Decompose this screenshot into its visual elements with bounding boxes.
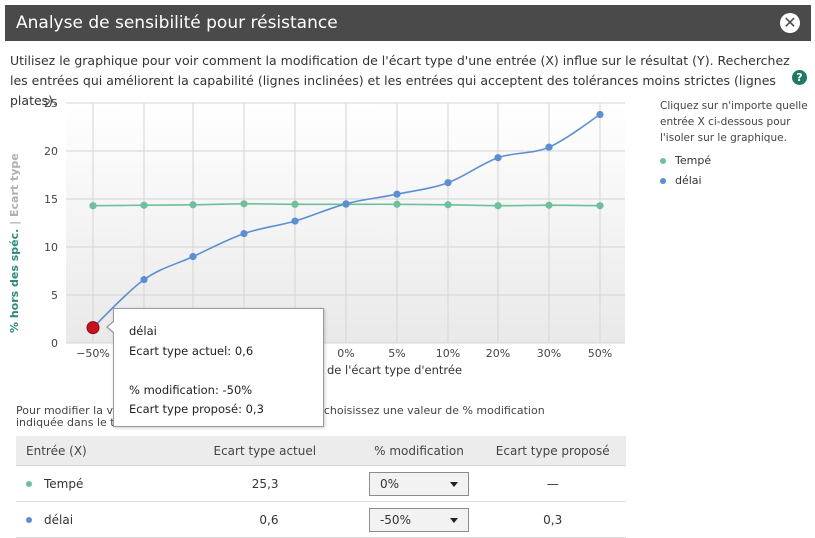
data-point-delai (291, 217, 299, 225)
y-tick-label: 5 (51, 289, 58, 302)
data-point-delai (444, 179, 452, 187)
y-tick-label: 0 (51, 337, 58, 350)
row-dot (26, 481, 32, 487)
proposed-sd-cell: — (479, 465, 626, 502)
x-tick-label: 30% (537, 347, 561, 360)
intro-text: Utilisez le graphique pour voir comment … (10, 53, 790, 108)
data-point-delai (393, 190, 401, 198)
x-tick-label: 5% (388, 347, 405, 360)
data-point-tempe (291, 200, 299, 208)
legend-item-delai[interactable]: délai (660, 174, 702, 187)
col-header-change: % modification (358, 436, 480, 466)
data-point-tempe (240, 200, 248, 208)
data-point-delai (596, 110, 604, 119)
help-icon[interactable]: ? (792, 70, 807, 85)
change-cell: -50% (358, 501, 480, 538)
legend-item-tempe[interactable]: Tempé (660, 154, 711, 167)
table-row[interactable]: Tempé 25,3 0% — (16, 465, 626, 502)
y-tick-label: 20 (44, 145, 58, 158)
change-dropdown-value: 0% (379, 476, 400, 491)
legend-dot (660, 178, 666, 184)
instructions-part1: Pour modifier la va (16, 404, 120, 417)
data-point-tempe (494, 202, 502, 210)
y-axis-label-primary: % hors des spéc. (8, 229, 21, 333)
legend-dot (660, 158, 666, 164)
row-dot (26, 517, 32, 523)
data-point-tempe (89, 202, 97, 210)
proposed-sd-cell: 0,3 (479, 501, 626, 538)
window-title: Analyse de sensibilité pour résistance (16, 13, 338, 33)
input-name: Tempé (44, 476, 84, 491)
input-name-cell: Tempé (16, 465, 172, 502)
title-bar: Analyse de sensibilité pour résistance ✕ (5, 5, 811, 41)
data-point-delai (494, 154, 502, 162)
change-dropdown[interactable]: 0% (368, 471, 469, 496)
table-row[interactable]: délai 0,6 -50% 0,3 (16, 501, 626, 538)
legend-label: délai (675, 174, 702, 187)
input-name-cell: délai (16, 501, 172, 538)
col-header-proposed: Ecart type proposé (479, 436, 626, 466)
data-point-delai (240, 229, 248, 238)
x-tick-label: 20% (486, 347, 510, 360)
col-header-current: Ecart type actuel (171, 436, 359, 466)
data-point-tempe (444, 201, 452, 209)
close-icon[interactable]: ✕ (780, 13, 800, 33)
tooltip-arrow-inner (108, 321, 115, 333)
y-tick-label: 15 (44, 193, 58, 206)
selected-point (86, 321, 100, 335)
x-tick-label: 0% (337, 347, 354, 360)
tooltip-proposed: Ecart type proposé: 0,3 (129, 402, 264, 416)
data-point-tempe (189, 201, 197, 209)
input-name: délai (44, 512, 74, 527)
data-point-delai (545, 143, 553, 151)
legend-hint: Cliquez sur n'importe quelle entrée X ci… (660, 100, 808, 144)
change-dropdown[interactable]: -50% (368, 507, 469, 532)
chevron-down-icon (449, 517, 458, 523)
y-axis-label-secondary: | Ecart type (8, 153, 21, 228)
legend-label: Tempé (675, 154, 712, 167)
change-dropdown-value: -50% (379, 512, 411, 527)
data-point-tempe (545, 201, 553, 209)
tooltip-current: Ecart type actuel: 0,6 (129, 344, 254, 358)
data-point-tempe (140, 201, 148, 209)
x-axis-label: de l'écart type d'entrée (327, 363, 462, 377)
tooltip-change: % modification: -50% (129, 383, 253, 397)
legend: Cliquez sur n'importe quelle entrée X ci… (660, 98, 810, 146)
y-tick-label: 10 (44, 241, 58, 254)
data-point-tempe (596, 202, 604, 210)
x-tick-label: −50% (76, 347, 110, 360)
y-axis-label: % hors des spéc. | Ecart type (8, 153, 21, 333)
sensitivity-table: Entrée (X) Ecart type actuel % modificat… (16, 436, 626, 538)
data-point-delai (189, 253, 197, 261)
point-tooltip: délai Ecart type actuel: 0,6 % modificat… (106, 308, 324, 427)
col-header-input: Entrée (X) (16, 436, 172, 466)
tooltip-name: délai (129, 324, 157, 338)
y-tick-label: 25 (44, 97, 58, 110)
x-tick-label: 50% (588, 347, 612, 360)
data-point-delai (140, 276, 148, 284)
x-tick-label: 10% (436, 347, 460, 360)
data-point-delai (342, 200, 350, 208)
current-sd-cell: 25,3 (171, 465, 359, 502)
current-sd-cell: 0,6 (171, 501, 359, 538)
chevron-down-icon (449, 481, 458, 487)
table-header-row: Entrée (X) Ecart type actuel % modificat… (16, 436, 626, 466)
sensitivity-chart[interactable]: 0510152025−50%−40%−30%−20%−10%0%5%10%20%… (0, 95, 650, 385)
data-point-tempe (393, 200, 401, 208)
change-cell: 0% (358, 465, 480, 502)
